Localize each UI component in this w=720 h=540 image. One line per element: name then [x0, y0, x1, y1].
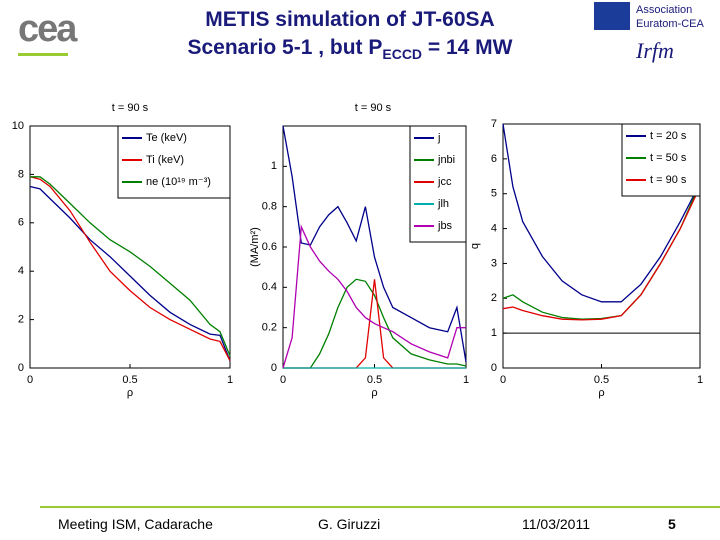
eu-flag — [594, 2, 630, 30]
x-tick-label: 1 — [463, 374, 469, 386]
chart-title: t = 90 s — [112, 102, 149, 114]
y-tick-label: 8 — [18, 168, 24, 180]
series-line — [502, 186, 701, 321]
x-axis-label: ρ — [371, 387, 377, 399]
title-part: Scenario 5-1 , but P — [187, 36, 383, 59]
y-tick-label: 0 — [271, 362, 277, 374]
title-line-2: Scenario 5-1 , but PECCD = 14 MW — [120, 36, 580, 62]
y-tick-label: 4 — [491, 222, 497, 234]
y-tick-label: 1 — [271, 160, 277, 172]
legend-label: Te (keV) — [146, 132, 187, 144]
title-subscript: ECCD — [382, 46, 423, 63]
series-line — [282, 224, 466, 369]
title-line-1: METIS simulation of JT-60SA — [205, 8, 495, 31]
assoc-2: Euratom-CEA — [636, 18, 704, 30]
legend-label: jbs — [437, 220, 453, 232]
x-tick-label: 0.5 — [122, 374, 137, 386]
series-line — [502, 123, 701, 303]
x-tick-label: 0 — [280, 374, 286, 386]
y-tick-label: 0.4 — [262, 281, 277, 293]
x-tick-label: 1 — [697, 374, 703, 386]
series-line — [29, 176, 231, 361]
legend-label: t = 50 s — [650, 152, 687, 164]
assoc-1: Association — [636, 4, 693, 16]
x-tick-label: 0.5 — [594, 374, 609, 386]
logo-left: cea — [18, 8, 88, 63]
x-tick-label: 0 — [500, 374, 506, 386]
legend-label: Ti (keV) — [146, 154, 184, 166]
footer-author: G. Giruzzi — [318, 516, 381, 532]
y-tick-label: 2 — [18, 314, 24, 326]
y-tick-label: 1 — [491, 327, 497, 339]
legend-label: jcc — [437, 176, 452, 188]
y-tick-label: 6 — [491, 153, 497, 165]
legend-label: j — [437, 132, 440, 144]
y-tick-label: 2 — [491, 292, 497, 304]
y-tick-label: 3 — [491, 257, 497, 269]
footer-meeting: Meeting ISM, Cadarache — [58, 516, 213, 532]
y-tick-label: 6 — [18, 217, 24, 229]
x-tick-label: 0.5 — [367, 374, 382, 386]
legend-label: jnbi — [437, 154, 455, 166]
y-axis-label: q — [469, 243, 481, 249]
legend-label: ne (10¹⁹ m⁻³) — [146, 176, 211, 188]
series-line — [29, 185, 231, 361]
logo-text: cea — [18, 8, 77, 50]
legend-box — [409, 125, 467, 243]
x-axis-label: ρ — [127, 387, 133, 399]
x-tick-label: 1 — [227, 374, 233, 386]
series-line — [30, 176, 231, 357]
y-axis-label: (MA/m²) — [249, 227, 261, 267]
footer-page: 5 — [668, 516, 676, 532]
y-tick-label: 0.8 — [262, 201, 277, 213]
chart-title: t = 90 s — [355, 102, 392, 114]
logo-bar — [18, 53, 68, 56]
x-tick-label: 0 — [27, 374, 33, 386]
y-tick-label: 4 — [18, 265, 24, 277]
x-axis-label: ρ — [598, 387, 604, 399]
y-tick-label: 0 — [491, 362, 497, 374]
title-part: = 14 MW — [422, 36, 513, 59]
legend-label: t = 90 s — [650, 174, 687, 186]
legend-label: t = 20 s — [650, 130, 687, 142]
y-tick-label: 10 — [12, 120, 24, 132]
footer-date: 11/03/2011 — [522, 516, 590, 532]
footer-line — [40, 506, 720, 508]
y-tick-label: 0.6 — [262, 241, 277, 253]
y-tick-label: 0.2 — [262, 322, 277, 334]
irfm-logo: Irfm — [636, 38, 674, 63]
y-tick-label: 0 — [18, 362, 24, 374]
y-tick-label: 5 — [491, 188, 497, 200]
y-tick-label: 7 — [491, 118, 497, 130]
legend-label: jlh — [437, 198, 449, 210]
